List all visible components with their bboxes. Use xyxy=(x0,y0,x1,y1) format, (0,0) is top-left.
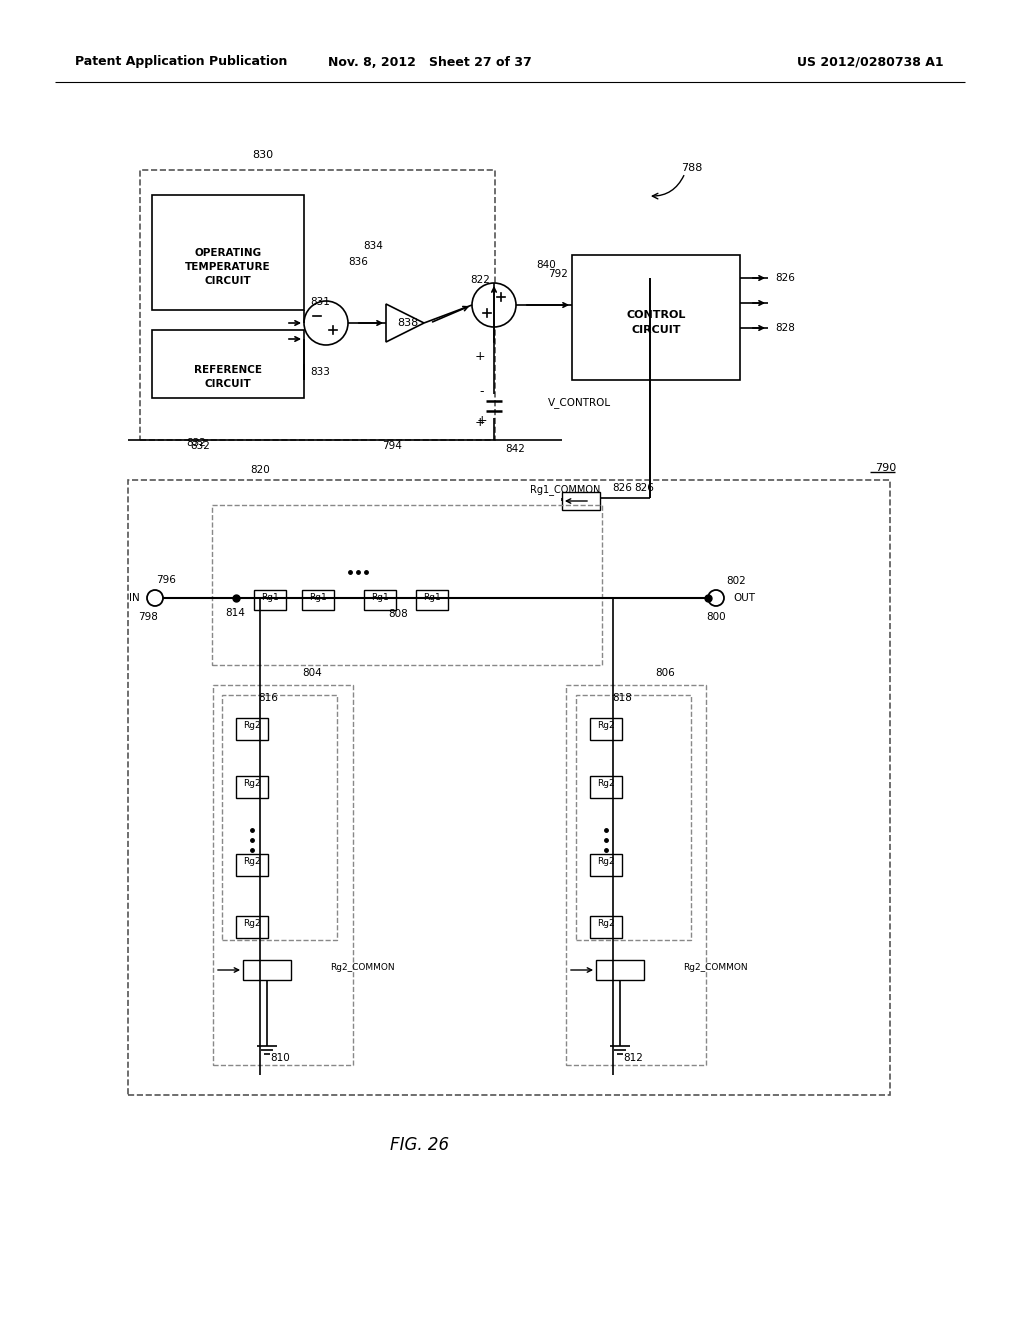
Text: Rg2_COMMON: Rg2_COMMON xyxy=(683,964,748,973)
Polygon shape xyxy=(386,304,424,342)
Text: FIG. 26: FIG. 26 xyxy=(390,1137,450,1154)
Text: Patent Application Publication: Patent Application Publication xyxy=(75,55,288,69)
Circle shape xyxy=(304,301,348,345)
Bar xyxy=(254,590,286,610)
Text: 810: 810 xyxy=(270,1053,290,1063)
Text: Rg2: Rg2 xyxy=(597,920,614,928)
Text: 831: 831 xyxy=(310,297,330,308)
Text: TEMPERATURE: TEMPERATURE xyxy=(185,261,270,272)
Text: Rg2: Rg2 xyxy=(597,858,614,866)
Text: 812: 812 xyxy=(623,1053,643,1063)
Text: CONTROL: CONTROL xyxy=(627,310,686,319)
Text: -: - xyxy=(480,385,484,399)
Text: CIRCUIT: CIRCUIT xyxy=(205,276,251,286)
Text: 792: 792 xyxy=(548,269,568,279)
Text: Rg2: Rg2 xyxy=(243,858,261,866)
Bar xyxy=(212,506,602,665)
Text: 842: 842 xyxy=(505,444,525,454)
Text: Rg2: Rg2 xyxy=(243,722,261,730)
Text: 833: 833 xyxy=(310,367,330,378)
Bar xyxy=(416,590,449,610)
Text: 826: 826 xyxy=(634,483,654,492)
Bar xyxy=(128,480,890,1096)
Bar xyxy=(236,718,268,741)
Text: Rg1: Rg1 xyxy=(423,594,441,602)
Text: 802: 802 xyxy=(726,576,745,586)
Text: Rg2_COMMON: Rg2_COMMON xyxy=(330,964,394,973)
Text: +: + xyxy=(477,414,487,428)
Bar xyxy=(566,685,706,1065)
Text: 808: 808 xyxy=(388,609,408,619)
Bar xyxy=(140,170,495,440)
Text: 832: 832 xyxy=(190,441,210,451)
Bar xyxy=(302,590,334,610)
Text: 838: 838 xyxy=(397,318,419,327)
Bar xyxy=(364,590,396,610)
Text: 796: 796 xyxy=(156,576,176,585)
Text: Rg1_COMMON: Rg1_COMMON xyxy=(529,484,600,495)
Text: OPERATING: OPERATING xyxy=(195,248,261,257)
Text: 806: 806 xyxy=(655,668,675,678)
Bar xyxy=(152,330,304,399)
Text: 834: 834 xyxy=(364,242,383,251)
Text: Nov. 8, 2012   Sheet 27 of 37: Nov. 8, 2012 Sheet 27 of 37 xyxy=(328,55,531,69)
Text: V_CONTROL: V_CONTROL xyxy=(548,397,611,408)
Bar xyxy=(236,776,268,799)
Text: Rg1: Rg1 xyxy=(309,594,327,602)
Bar xyxy=(562,492,600,510)
Text: Rg1: Rg1 xyxy=(371,594,389,602)
Text: 814: 814 xyxy=(225,609,245,618)
Text: 820: 820 xyxy=(250,465,270,475)
Text: CIRCUIT: CIRCUIT xyxy=(631,325,681,335)
Text: 788: 788 xyxy=(681,162,702,173)
Circle shape xyxy=(147,590,163,606)
Text: Rg2: Rg2 xyxy=(243,780,261,788)
Bar xyxy=(590,776,622,799)
Text: 826: 826 xyxy=(775,273,795,282)
Text: 840: 840 xyxy=(537,260,556,271)
Text: +: + xyxy=(475,351,485,363)
Bar xyxy=(236,916,268,939)
Text: 826: 826 xyxy=(612,483,632,492)
Text: 804: 804 xyxy=(302,668,322,678)
Text: CIRCUIT: CIRCUIT xyxy=(205,379,251,389)
Bar xyxy=(590,916,622,939)
Circle shape xyxy=(472,282,516,327)
Text: 836: 836 xyxy=(348,257,368,267)
Bar xyxy=(596,960,644,979)
Text: 790: 790 xyxy=(874,463,896,473)
Bar xyxy=(243,960,291,979)
Text: 816: 816 xyxy=(258,693,278,704)
Text: 794: 794 xyxy=(382,441,402,451)
Text: IN: IN xyxy=(129,593,140,603)
Text: REFERENCE: REFERENCE xyxy=(194,366,262,375)
Text: 830: 830 xyxy=(253,150,273,160)
Bar xyxy=(236,854,268,876)
Text: 832: 832 xyxy=(186,438,206,447)
Text: Rg1: Rg1 xyxy=(261,594,279,602)
Text: Rg2: Rg2 xyxy=(243,920,261,928)
Text: 828: 828 xyxy=(775,323,795,333)
Text: OUT: OUT xyxy=(733,593,755,603)
Text: 800: 800 xyxy=(707,612,726,622)
Text: 798: 798 xyxy=(138,612,158,622)
Bar xyxy=(590,854,622,876)
Bar xyxy=(222,696,337,940)
Text: 818: 818 xyxy=(612,693,632,704)
Text: Rg2: Rg2 xyxy=(597,722,614,730)
Text: 822: 822 xyxy=(470,275,489,285)
Bar xyxy=(590,718,622,741)
Circle shape xyxy=(708,590,724,606)
Text: Rg2: Rg2 xyxy=(597,780,614,788)
Bar xyxy=(575,696,691,940)
Bar xyxy=(213,685,353,1065)
Bar xyxy=(572,255,740,380)
Text: US 2012/0280738 A1: US 2012/0280738 A1 xyxy=(797,55,943,69)
Text: +: + xyxy=(475,416,485,429)
Bar xyxy=(152,195,304,310)
